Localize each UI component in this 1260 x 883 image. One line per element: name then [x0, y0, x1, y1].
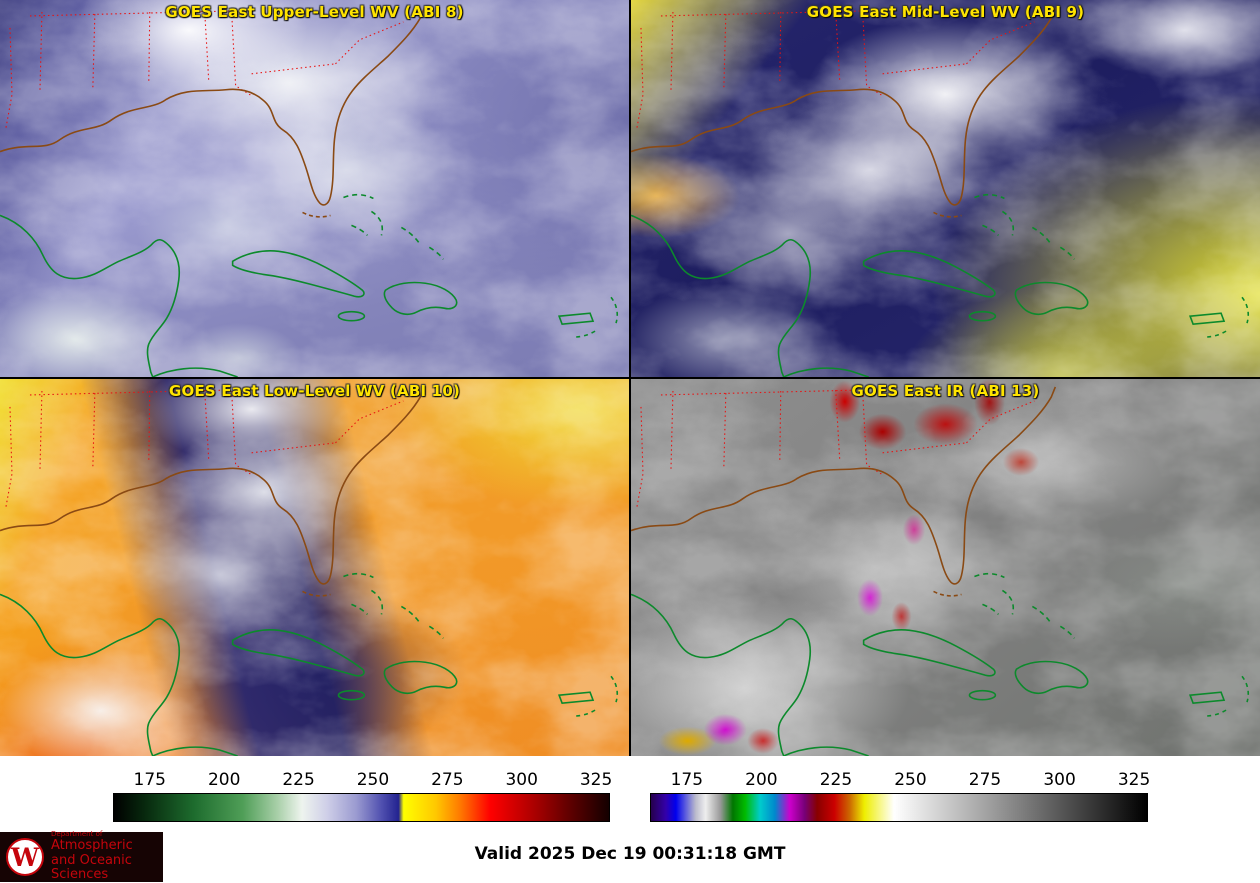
tick-label: 250 — [894, 770, 927, 790]
colorbar-row: 175 200 225 250 275 300 325 175 200 225 … — [0, 756, 1260, 832]
logo-text: Department of Atmospheric and Oceanic Sc… — [51, 830, 163, 883]
map-overlay-ir — [631, 379, 1260, 756]
panel-title-ir: GOES East IR (ABI 13) — [851, 382, 1040, 400]
logo-atmospheric: Atmospheric — [51, 838, 133, 854]
logo-oceanic-sciences: and Oceanic Sciences — [51, 852, 132, 883]
uw-aos-logo: W Department of Atmospheric and Oceanic … — [0, 830, 163, 883]
cloud-texture — [0, 0, 629, 377]
tick-label: 325 — [579, 770, 613, 790]
panel-ir: GOES East IR (ABI 13) — [631, 379, 1260, 756]
panel-title-mid-wv: GOES East Mid-Level WV (ABI 9) — [806, 3, 1085, 21]
panel-title-low-wv: GOES East Low-Level WV (ABI 10) — [168, 382, 461, 400]
cloud-texture — [631, 0, 1260, 377]
wv-colorbar-block: 175 200 225 250 275 300 325 — [113, 770, 613, 832]
map-overlay-upper-wv — [0, 0, 629, 377]
tick-label: 275 — [431, 770, 464, 790]
tick-label: 300 — [505, 770, 538, 790]
tick-label: 325 — [1117, 770, 1151, 790]
footer: W Department of Atmospheric and Oceanic … — [0, 830, 1260, 883]
ir-colorbar-block: 175 200 225 250 275 300 325 — [650, 770, 1151, 832]
panel-mid-level-wv: GOES East Mid-Level WV (ABI 9) — [631, 0, 1260, 377]
panel-title-upper-wv: GOES East Upper-Level WV (ABI 8) — [165, 3, 464, 21]
tick-label: 250 — [356, 770, 390, 790]
ir-colorbar-ticks: 175 200 225 250 275 300 325 — [650, 770, 1151, 793]
uw-crest-icon: W — [6, 838, 44, 876]
tick-label: 200 — [745, 770, 778, 790]
wv-colorbar-ticks: 175 200 225 250 275 300 325 — [113, 770, 613, 793]
valid-time: Valid 2025 Dec 19 00:31:18 GMT — [474, 844, 786, 864]
tick-label: 175 — [670, 770, 704, 790]
tick-label: 200 — [207, 770, 241, 790]
logo-dept-of: Department of — [51, 830, 103, 839]
tick-label: 225 — [282, 770, 315, 790]
satellite-panel-grid: GOES East Upper-Level WV (ABI 8) GOES Ea… — [0, 0, 1260, 756]
panel-upper-level-wv: GOES East Upper-Level WV (ABI 8) — [0, 0, 629, 377]
map-overlay-mid-wv — [631, 0, 1260, 377]
tick-label: 275 — [968, 770, 1002, 790]
tick-label: 225 — [819, 770, 853, 790]
map-overlay-low-wv — [0, 379, 629, 756]
cloud-texture — [631, 379, 1260, 756]
tick-label: 175 — [133, 770, 166, 790]
ir-colorbar — [650, 793, 1148, 822]
cloud-texture — [0, 379, 629, 756]
wv-colorbar — [113, 793, 610, 822]
panel-low-level-wv: GOES East Low-Level WV (ABI 10) — [0, 379, 629, 756]
tick-label: 300 — [1043, 770, 1076, 790]
